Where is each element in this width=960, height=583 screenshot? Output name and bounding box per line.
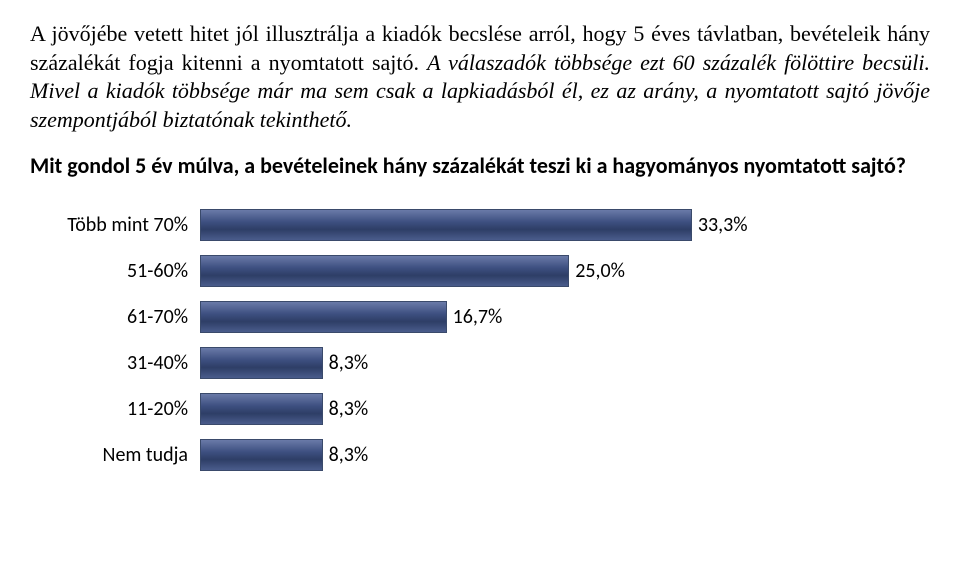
bar-wrap: 8,3% [200, 393, 368, 425]
chart-title: Mit gondol 5 év múlva, a bevételeinek há… [30, 152, 930, 179]
category-label: 61-70% [30, 305, 200, 329]
chart-row: 11-20% 8,3% [30, 393, 930, 425]
category-label: Nem tudja [30, 443, 200, 467]
category-label: 31-40% [30, 351, 200, 375]
value-label: 8,3% [329, 351, 369, 375]
bar-wrap: 33,3% [200, 209, 748, 241]
chart-row: 61-70% 16,7% [30, 301, 930, 333]
intro-paragraph: A jövőjébe vetett hitet jól illusztrálja… [30, 20, 930, 134]
value-label: 16,7% [453, 305, 503, 329]
bar [200, 301, 447, 333]
bar-wrap: 8,3% [200, 347, 368, 379]
category-label: 11-20% [30, 397, 200, 421]
bar [200, 347, 323, 379]
bar [200, 439, 323, 471]
chart-row: 31-40% 8,3% [30, 347, 930, 379]
bar-wrap: 16,7% [200, 301, 502, 333]
chart-row: Több mint 70% 33,3% [30, 209, 930, 241]
chart-row: 51-60% 25,0% [30, 255, 930, 287]
category-label: 51-60% [30, 259, 200, 283]
bar-chart: Több mint 70% 33,3% 51-60% 25,0% 61-70% 16,7%… [30, 209, 930, 471]
value-label: 8,3% [329, 397, 369, 421]
bar [200, 255, 569, 287]
value-label: 33,3% [698, 213, 748, 237]
value-label: 8,3% [329, 443, 369, 467]
bar [200, 209, 692, 241]
bar [200, 393, 323, 425]
bar-wrap: 25,0% [200, 255, 625, 287]
value-label: 25,0% [575, 259, 625, 283]
category-label: Több mint 70% [30, 213, 200, 237]
bar-wrap: 8,3% [200, 439, 368, 471]
chart-row: Nem tudja 8,3% [30, 439, 930, 471]
